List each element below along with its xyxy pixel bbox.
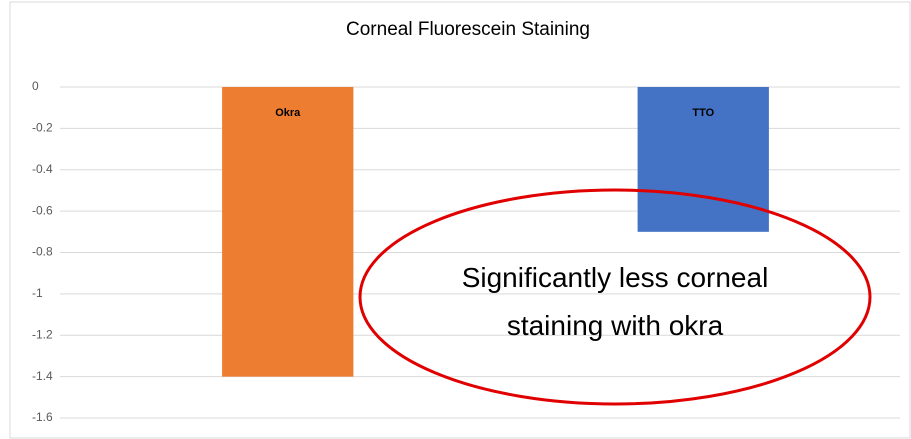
- y-tick-label: 0: [32, 79, 39, 93]
- y-tick-label: -0.2: [32, 121, 53, 135]
- category-label: TTO: [692, 107, 714, 119]
- category-label: Okra: [275, 107, 301, 119]
- chart-frame: [9, 1, 911, 439]
- chart-title: Corneal Fluorescein Staining: [346, 19, 590, 40]
- y-tick-label: -1.2: [32, 327, 53, 341]
- y-tick-label: -0.4: [32, 162, 53, 176]
- y-tick-label: -0.6: [32, 203, 53, 217]
- y-tick-label: -1: [32, 286, 43, 300]
- bar: [222, 87, 354, 377]
- y-tick-label: -1.6: [32, 410, 53, 424]
- y-tick-label: -0.8: [32, 245, 53, 259]
- annotation: Significantly less corneal staining with…: [461, 262, 769, 341]
- bar: [637, 87, 769, 232]
- annotation-ellipse: [358, 188, 872, 406]
- y-tick-label: -1.4: [32, 369, 53, 383]
